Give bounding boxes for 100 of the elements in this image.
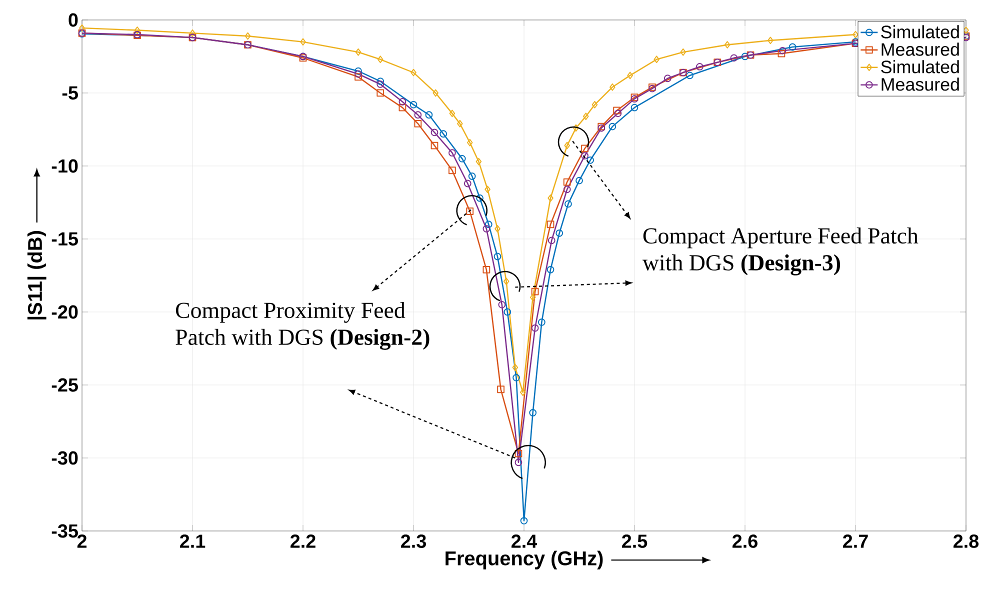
point — [768, 36, 774, 44]
point — [448, 149, 456, 157]
point — [546, 266, 554, 274]
point — [398, 98, 406, 106]
point — [576, 176, 583, 184]
x-axis-title: Frequency (GHz) — [446, 550, 603, 570]
point — [788, 43, 796, 51]
point — [529, 409, 537, 416]
point — [482, 225, 490, 232]
point — [556, 229, 564, 237]
point — [430, 128, 438, 136]
point — [414, 120, 422, 128]
point — [730, 54, 738, 62]
y-tick-label: -10 — [52, 159, 78, 173]
legend-label: Measured — [882, 78, 959, 91]
point — [354, 73, 362, 81]
point — [520, 517, 528, 524]
point — [664, 74, 672, 82]
point — [592, 100, 598, 108]
point — [134, 26, 140, 34]
point — [530, 294, 536, 302]
point — [613, 106, 621, 114]
x-tick-label: 2.6 — [732, 534, 758, 548]
annotation: Compact Aperture Feed Patch with DGS (Design-3) — [642, 228, 918, 276]
legend-label: Measured — [882, 42, 959, 56]
point — [497, 386, 504, 394]
point — [458, 154, 466, 162]
point — [963, 26, 969, 34]
point — [514, 458, 522, 466]
point — [563, 186, 571, 194]
point — [398, 104, 406, 112]
point — [300, 38, 306, 46]
point — [778, 46, 786, 54]
point — [376, 78, 384, 86]
point — [484, 186, 490, 194]
point — [355, 48, 362, 56]
y-axis-title: |S11| (dB) — [27, 231, 46, 320]
point — [608, 122, 616, 130]
point — [466, 138, 473, 146]
point — [614, 110, 622, 118]
y-tick-label: -20 — [52, 305, 78, 319]
point — [449, 110, 456, 118]
point — [686, 72, 694, 80]
point — [563, 178, 571, 186]
x-tick-label: 2.1 — [180, 534, 206, 548]
point — [564, 200, 572, 208]
point — [244, 32, 251, 40]
point — [484, 220, 492, 228]
legend-label: Simulated — [881, 60, 959, 74]
point — [79, 24, 85, 32]
point — [354, 67, 362, 75]
point — [498, 300, 506, 308]
point — [414, 111, 422, 119]
y-tick-label: -30 — [52, 451, 78, 465]
point — [512, 364, 518, 372]
point — [741, 52, 749, 60]
point — [504, 308, 512, 316]
y-tick-label: -35 — [52, 524, 78, 538]
x-tick-label: 2.8 — [954, 534, 979, 548]
x-tick-label: 2.3 — [401, 534, 426, 548]
point — [410, 100, 418, 108]
point — [512, 374, 520, 382]
point — [457, 120, 463, 128]
annotation: Compact Proximity Feed Patch with DGS (Design-2) — [176, 302, 430, 350]
point — [610, 83, 616, 91]
y-tick-label: 0 — [68, 13, 78, 27]
point — [696, 63, 704, 70]
point — [548, 236, 556, 244]
point — [680, 48, 686, 56]
x-tick-label: 2.7 — [843, 534, 868, 548]
point — [190, 29, 196, 37]
point — [440, 130, 448, 138]
point — [778, 50, 786, 58]
point — [531, 288, 539, 296]
point — [514, 450, 522, 458]
point — [448, 166, 456, 174]
point — [564, 142, 570, 150]
point — [573, 124, 579, 132]
point — [654, 56, 660, 64]
point — [377, 56, 384, 64]
point — [476, 158, 482, 166]
point — [432, 89, 439, 97]
point — [630, 104, 638, 112]
legend-label: Simulated — [881, 25, 959, 38]
point — [425, 111, 433, 119]
point — [548, 194, 554, 202]
point — [586, 156, 594, 164]
point — [376, 80, 384, 88]
point — [476, 194, 484, 202]
point — [627, 72, 633, 80]
x-tick-label: 2.4 — [512, 534, 538, 548]
point — [376, 89, 384, 97]
point — [531, 324, 539, 332]
x-tick-label: 2 — [77, 534, 87, 548]
point — [581, 152, 588, 160]
point — [410, 68, 416, 76]
point — [520, 388, 526, 396]
point — [464, 180, 472, 188]
point — [581, 144, 588, 152]
point — [482, 266, 490, 274]
